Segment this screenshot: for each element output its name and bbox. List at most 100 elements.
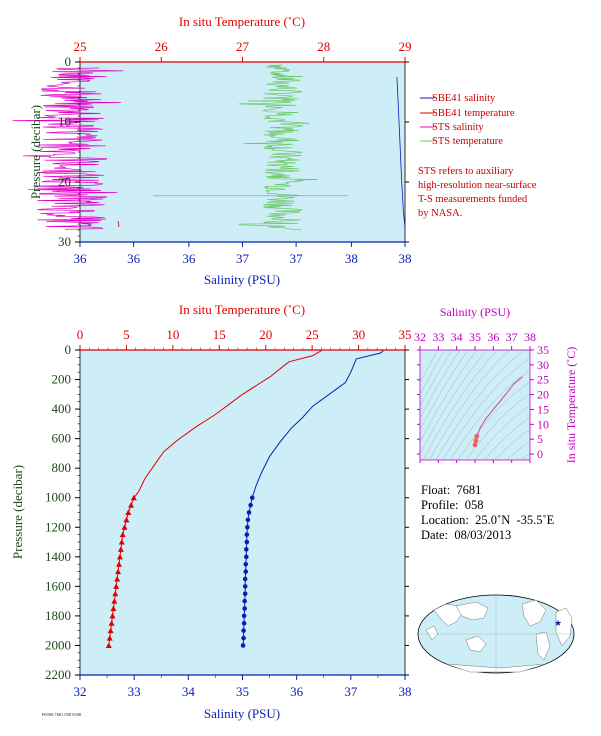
temperature-point [110,605,117,612]
deep-salinity-tick-label: 33 [128,684,141,699]
deep-salinity-ticks: 32 33 34 35 36 37 38 [74,674,412,699]
ts-salinity-axis-label: Salinity (PSU) [440,305,510,319]
legend-label-sts-salinity: STS salinity [432,122,484,133]
float-info: Float: 7681 Profile: 058 Location: 25.0˚… [421,483,554,543]
deep-pressure-tick-label: 200 [52,372,72,387]
salinity-point [241,635,246,641]
salinity-point [246,510,252,515]
ts-density-contour [494,429,530,460]
deep-pressure-tick-label: 0 [65,342,72,357]
deep-profile-panel: 32 33 34 35 36 37 38 0 5 10 15 20 25 30 35 0 200 400 600… [10,302,412,721]
ts-density-contours [420,350,530,460]
temperature-point [105,642,112,648]
salinity-line [242,350,384,646]
salinity-point [242,598,247,604]
salinity-point [243,561,249,567]
deep-salinity-tick-label: 37 [344,684,358,699]
profile-number: Profile: 058 [421,498,484,512]
deep-temperature-ticks: 0 5 10 15 20 25 30 35 [77,327,412,351]
deep-pressure-tick-label: 1600 [45,578,71,593]
deep-temperature-tick-label: 30 [352,327,365,342]
world-map: ★ [417,594,575,674]
temperature-point [114,575,121,582]
deep-salinity-tick-label: 35 [236,684,249,699]
ts-salinity-tick-label: 32 [414,330,426,344]
ts-profile-point [474,433,480,439]
temperature-point [119,531,126,538]
temperature-point [125,509,132,515]
temperature-point [117,546,124,552]
temperature-point [116,553,123,560]
ts-density-contour [420,350,453,407]
deep-bottom-axis-label: Salinity (PSU) [204,706,280,721]
temperature-point [112,590,119,597]
footer-stamp: F0000:7681.058 0308 [42,712,82,717]
surface-bottom-axis-label: Salinity (PSU) [204,272,280,287]
salinity-point [244,539,250,545]
deep-pressure-tick-label: 1000 [45,490,71,505]
deep-temperature-tick-label: 20 [259,327,272,342]
ts-temperature-tick-label: 10 [537,417,549,431]
ts-density-contour [420,350,461,419]
surface-pressure-axis-label: Pressure (decibar) [28,105,43,199]
legend: SBE41 salinity SBE41 temperature STS sal… [418,93,537,219]
surface-temperature-tick-label: 28 [317,39,330,54]
surface-salinity-tick-label: 36 [127,251,141,266]
surface-temperature-tick-label: 25 [74,39,87,54]
ts-density-contour [474,405,530,460]
ts-salinity-tick-label: 36 [487,330,499,344]
note-line-4: by NASA. [418,208,462,219]
location: Location: 25.0˚N -35.5˚E [421,513,555,527]
deep-temperature-tick-label: 15 [213,327,226,342]
ts-density-contour [420,350,478,443]
deep-pressure-tick-label: 800 [52,460,72,475]
salinity-point [244,532,250,537]
legend-label-sbe41-temperature: SBE41 temperature [432,108,515,119]
temperature-point [116,561,122,567]
temperature-point [130,494,137,501]
legend-label-sbe41-salinity: SBE41 salinity [432,93,496,104]
deep-salinity-tick-label: 32 [74,684,87,699]
surface-salinity-tick-label: 38 [345,251,358,266]
ts-salinity-tick-label: 34 [451,330,463,344]
surface-temperature-tick-label: 26 [155,39,169,54]
deep-pressure-axis-label: Pressure (decibar) [10,465,25,559]
deep-series [105,350,384,648]
ts-density-contour [429,350,511,460]
surface-pressure-tick-label: 10 [58,114,71,129]
temperature-point [121,524,128,530]
surface-temperature-tick-label: 29 [399,39,412,54]
temperature-point [111,598,118,604]
temperature-point [106,635,113,641]
ts-profile-point [472,442,478,448]
ts-salinity-tick-label: 38 [524,330,536,344]
surface-pressure-tick-label: 0 [65,54,72,69]
map-land-africa [555,607,573,647]
surface-pressure-tick-label: 30 [58,234,71,249]
ts-temperature-tick-label: 35 [537,343,549,357]
surface-salinity-tick-label: 36 [182,251,196,266]
deep-pressure-tick-label: 2000 [45,637,71,652]
surface-salinity-ticks: 36 36 36 37 37 38 38 [74,241,412,266]
legend-label-sts-temperature: STS temperature [432,136,503,147]
deep-pressure-tick-label: 400 [52,401,72,416]
ts-salinity-tick-label: 33 [432,330,444,344]
salinity-point [248,502,253,508]
deep-pressure-tick-label: 1800 [45,608,71,623]
deep-temperature-tick-label: 35 [399,327,412,342]
salinity-point [245,524,250,530]
deep-temperature-tick-label: 5 [123,327,130,342]
salinity-point [242,591,248,597]
salinity-point [241,613,247,619]
salinity-point [241,628,246,633]
salinity-point [241,620,247,626]
temperature-point [118,539,125,545]
ts-temperature-tick-label: 20 [537,388,549,402]
deep-salinity-tick-label: 34 [182,684,196,699]
ts-temperature-tick-label: 25 [537,373,549,387]
ts-temperature-axis-label: In situ Temperature (˚C) [564,347,578,464]
ts-density-contour [484,417,530,460]
ts-salinity-ticks: 32 33 34 35 36 37 38 [414,330,536,463]
ts-temperature-tick-label: 5 [537,432,543,446]
